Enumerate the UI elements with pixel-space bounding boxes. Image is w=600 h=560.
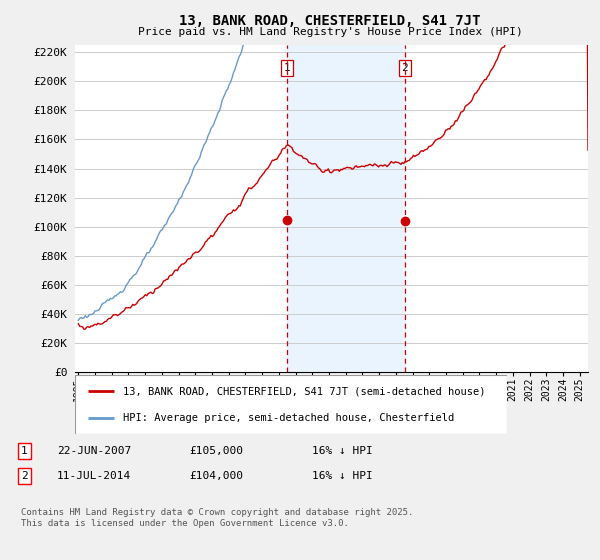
Text: HPI: Average price, semi-detached house, Chesterfield: HPI: Average price, semi-detached house,… — [122, 413, 454, 423]
Text: £104,000: £104,000 — [189, 471, 243, 481]
Bar — [287, 45, 404, 372]
Text: 16% ↓ HPI: 16% ↓ HPI — [312, 446, 373, 456]
Text: Contains HM Land Registry data © Crown copyright and database right 2025.
This d: Contains HM Land Registry data © Crown c… — [21, 508, 413, 528]
Text: 13, BANK ROAD, CHESTERFIELD, S41 7JT: 13, BANK ROAD, CHESTERFIELD, S41 7JT — [179, 14, 481, 28]
Text: Price paid vs. HM Land Registry's House Price Index (HPI): Price paid vs. HM Land Registry's House … — [137, 27, 523, 37]
Text: 13, BANK ROAD, CHESTERFIELD, S41 7JT (semi-detached house): 13, BANK ROAD, CHESTERFIELD, S41 7JT (se… — [122, 386, 485, 396]
Text: 1: 1 — [283, 63, 290, 73]
Text: £105,000: £105,000 — [189, 446, 243, 456]
FancyBboxPatch shape — [75, 375, 507, 434]
Text: 2: 2 — [21, 471, 28, 481]
Text: 16% ↓ HPI: 16% ↓ HPI — [312, 471, 373, 481]
Text: 2: 2 — [401, 63, 408, 73]
Text: 11-JUL-2014: 11-JUL-2014 — [57, 471, 131, 481]
Text: 1: 1 — [21, 446, 28, 456]
Text: 22-JUN-2007: 22-JUN-2007 — [57, 446, 131, 456]
